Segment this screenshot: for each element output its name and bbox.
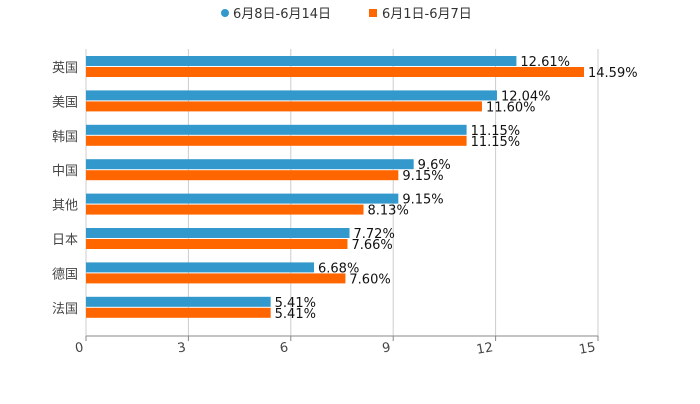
category-label: 美国 xyxy=(52,95,78,110)
bar xyxy=(86,239,348,249)
bar xyxy=(86,296,271,307)
category-label: 韩国 xyxy=(52,130,78,145)
data-label: 12.04% xyxy=(501,89,551,104)
x-tick-label: 9 xyxy=(381,340,392,356)
legend-marker-series-1 xyxy=(221,9,229,17)
data-label: 7.60% xyxy=(349,272,390,287)
data-label: 8.13% xyxy=(368,204,409,219)
bar xyxy=(86,159,414,170)
legend-marker-series-2 xyxy=(369,9,377,17)
data-label: 9.15% xyxy=(402,193,443,208)
x-tick-label: 12 xyxy=(475,340,494,358)
bars: 12.61% 14.59% 12.04%11.60% 11.15%11.15% 9.6%… xyxy=(86,55,638,322)
bar xyxy=(86,262,315,273)
data-label: 7.72% xyxy=(354,227,395,242)
bar xyxy=(86,90,497,101)
data-label: 14.59% xyxy=(588,66,638,81)
bar xyxy=(86,228,350,238)
bar xyxy=(86,56,517,66)
data-label: 5.41% xyxy=(275,307,316,322)
data-label: 9.6% xyxy=(418,158,451,173)
x-tick-label: 3 xyxy=(176,340,187,356)
bar xyxy=(86,273,346,284)
category-label: 其他 xyxy=(52,199,78,214)
bar xyxy=(86,101,482,112)
data-label: 11.15% xyxy=(471,135,521,150)
category-label: 法国 xyxy=(52,302,78,317)
category-label: 德国 xyxy=(52,267,78,282)
bar xyxy=(86,67,585,77)
legend-label-series-1[interactable]: 6月8日-6月14日 xyxy=(233,7,331,22)
category-label: 英国 xyxy=(52,61,78,76)
category-label: 日本 xyxy=(52,233,78,248)
data-label: 5.41% xyxy=(275,296,316,311)
data-label: 12.61% xyxy=(520,55,570,70)
bar xyxy=(86,124,467,135)
legend-label-series-2[interactable]: 6月1日-6月7日 xyxy=(382,7,472,22)
x-tick-label: 0 xyxy=(74,340,85,356)
bar xyxy=(86,193,399,204)
data-label: 9.15% xyxy=(402,169,443,184)
category-label: 中国 xyxy=(52,164,78,179)
data-label: 11.60% xyxy=(486,100,536,115)
data-label: 6.68% xyxy=(318,261,359,276)
data-label: 11.15% xyxy=(471,124,521,139)
bar xyxy=(86,170,399,181)
x-tick-label: 6 xyxy=(279,340,290,356)
legend: 6月8日-6月14日 6月1日-6月7日 xyxy=(221,7,472,22)
bar xyxy=(86,307,271,318)
bar xyxy=(86,204,364,215)
bar xyxy=(86,135,467,146)
x-axis: 0 3 6 9 12 15 xyxy=(74,335,599,358)
data-label: 7.66% xyxy=(351,238,392,253)
x-tick-label: 15 xyxy=(578,340,597,358)
